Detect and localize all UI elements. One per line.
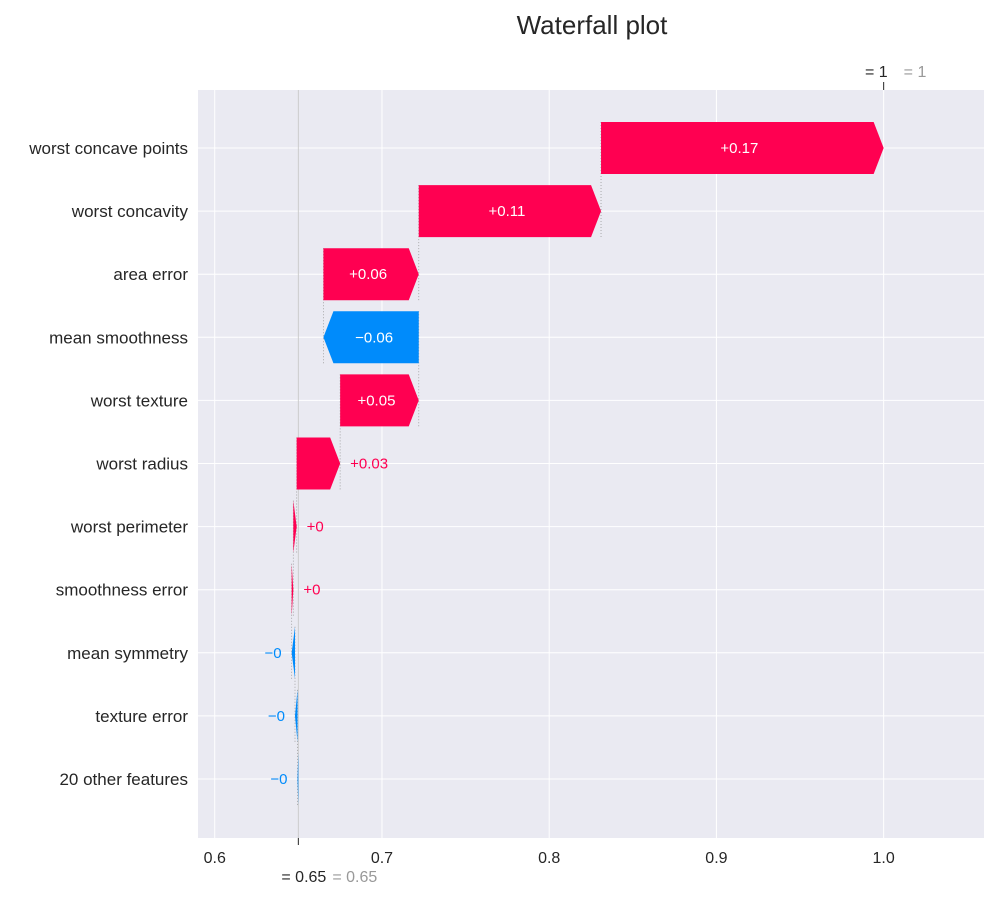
bar-value-label: +0.05 (357, 392, 395, 409)
y-tick-label: mean smoothness (49, 328, 188, 347)
bar-value-label: +0 (307, 519, 324, 536)
y-tick-label: smoothness error (56, 581, 189, 600)
x-tick-label: 0.8 (538, 850, 560, 867)
bar-value-label: +0.06 (349, 266, 387, 283)
final-value-label-gray: = 1 (904, 64, 927, 81)
bar-value-label: +0.11 (488, 203, 525, 220)
chart-title: Waterfall plot (517, 10, 669, 40)
x-tick-label: 0.6 (204, 850, 226, 867)
y-tick-label: mean symmetry (67, 644, 188, 663)
y-tick-label: worst texture (90, 391, 188, 410)
bar-smoothness-error (291, 563, 294, 616)
x-tick-label: 0.9 (705, 850, 727, 867)
bar-worst-radius (296, 437, 341, 490)
bar-mean-smoothness (323, 311, 419, 364)
bar-mean-symmetry (291, 626, 295, 679)
final-value-label: = 1 (865, 64, 888, 81)
y-tick-label: worst concave points (28, 139, 188, 158)
base-value-label-gray: = 0.65 (332, 869, 377, 886)
y-tick-label: worst perimeter (70, 518, 188, 537)
bar-area-error (323, 248, 419, 301)
y-tick-label: worst concavity (71, 202, 189, 221)
bar-value-label: +0 (303, 582, 320, 599)
y-tick-label: worst radius (95, 455, 188, 474)
bar-value-label: −0 (265, 645, 282, 662)
bar-value-label: −0 (268, 708, 285, 725)
bar-value-label: +0.17 (720, 140, 758, 157)
bar-worst-texture (340, 374, 419, 427)
bar-worst-concave-points (601, 122, 884, 174)
y-tick-label: 20 other features (59, 770, 188, 789)
bar-value-label: +0.03 (350, 456, 388, 473)
base-value-label: = 0.65 (281, 869, 326, 886)
bar-worst-concavity (418, 185, 602, 238)
bar-20-other-features (297, 753, 299, 805)
bar-value-label: −0 (270, 771, 287, 788)
y-tick-label: area error (113, 265, 188, 284)
x-tick-label: 1.0 (873, 850, 895, 867)
x-tick-label: 0.7 (371, 850, 393, 867)
bar-texture-error (294, 689, 298, 742)
y-tick-label: texture error (95, 707, 188, 726)
bar-worst-perimeter (293, 500, 297, 553)
bar-value-label: −0.06 (355, 329, 393, 346)
